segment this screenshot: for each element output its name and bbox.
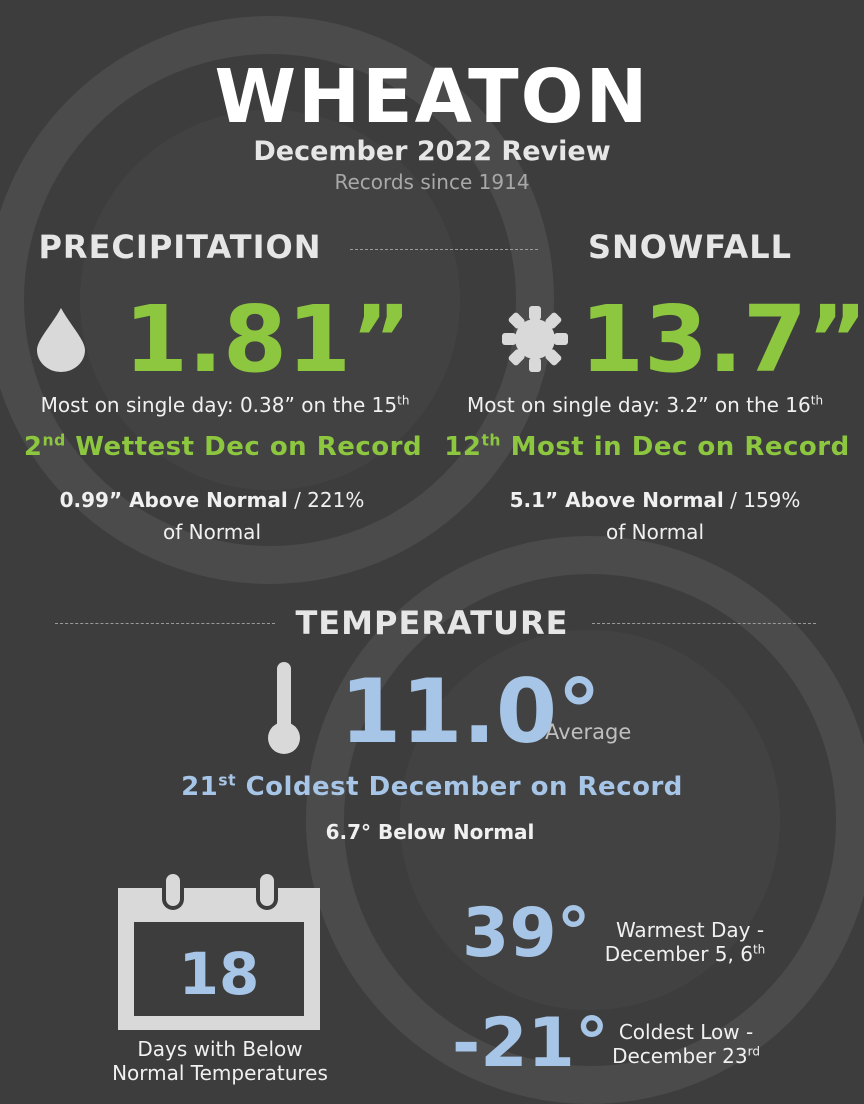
precipitation-single-day: Most on single day: 0.38” on the 15th [40,393,410,417]
calendar-icon [118,870,320,1030]
precipitation-heading: PRECIPITATION [38,228,322,266]
records-since: Records since 1914 [334,170,530,194]
precipitation-of-normal: of Normal [163,520,261,544]
snowfall-heading: SNOWFALL [587,228,793,266]
raindrop-icon [37,308,85,372]
snowfall-single-day: Most on single day: 3.2” on the 16th [466,393,824,417]
coldest-label-line2: December 23rd [612,1044,760,1068]
snowfall-value: 13.7” [580,286,864,393]
temperature-value: 11.0° [340,660,602,763]
divider-temp-right [592,623,816,624]
snowfall-of-normal: of Normal [606,520,704,544]
days-below-label-line2: Normal Temperatures [112,1061,328,1085]
days-below-label-line1: Days with Below [137,1037,303,1061]
snowfall-above-normal: 5.1” Above Normal / 159% [509,488,801,512]
temperature-rank: 21st Coldest December on Record [181,771,683,802]
precipitation-above-normal: 0.99” Above Normal / 221% [59,488,365,512]
snowfall-rank: 12th Most in Dec on Record [444,431,850,462]
days-below-count: 18 [178,940,260,1008]
thermometer-icon [268,662,300,754]
snowflake-icon [502,306,568,372]
temperature-below-normal: 6.7° Below Normal [325,820,535,844]
warmest-value: 39° [462,894,591,973]
temperature-heading: TEMPERATURE [295,604,569,642]
warmest-label-line1: Warmest Day - [615,918,765,942]
page-subtitle: December 2022 Review [253,136,611,167]
page-title: WHEATON [214,54,650,140]
temperature-value-label: Average [545,720,632,744]
coldest-value: -21° [452,1004,609,1083]
divider-top [350,249,538,250]
coldest-label-line1: Coldest Low - [618,1020,754,1044]
precipitation-value: 1.81” [124,286,412,393]
precipitation-rank: 2nd Wettest Dec on Record [23,431,423,462]
warmest-label-line2: December 5, 6th [604,942,766,966]
divider-temp-left [55,623,275,624]
